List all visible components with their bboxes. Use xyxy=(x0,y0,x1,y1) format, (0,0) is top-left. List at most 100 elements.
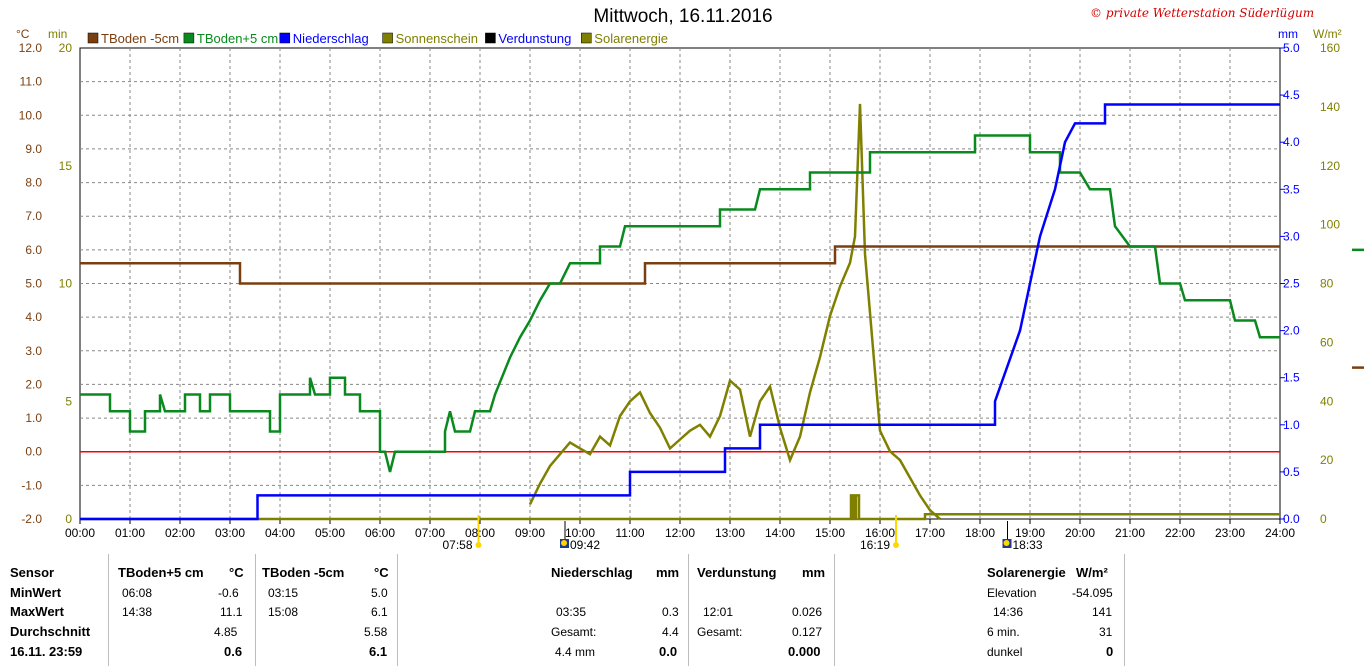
x-tick-label: 09:00 xyxy=(515,526,545,540)
legend-swatch xyxy=(183,32,195,44)
x-tick-label: 03:00 xyxy=(215,526,245,540)
x-tick-label: 12:00 xyxy=(665,526,695,540)
series-line-solarenergie xyxy=(528,103,941,520)
precip-tick-label: 1.0 xyxy=(1283,418,1300,432)
verdunstung-current: 0.000 xyxy=(788,644,821,659)
verdunstung-unit: mm xyxy=(802,565,826,580)
tboden-plus5-max-value: 11.1 xyxy=(220,605,243,619)
legend-label: TBoden -5cm xyxy=(101,31,179,46)
x-tick-label: 20:00 xyxy=(1065,526,1095,540)
temp-tick-label: 8.0 xyxy=(25,176,42,190)
temp-unit-label: °C xyxy=(16,27,30,41)
temp-tick-label: 6.0 xyxy=(25,243,42,257)
x-tick-label: 05:00 xyxy=(315,526,345,540)
copyright-notice: © private Wetterstation Süderlügum xyxy=(1090,6,1315,20)
row-label-current: 16.11. 23:59 xyxy=(10,644,83,659)
verdunstung-header: Verdunstung xyxy=(697,565,777,580)
niederschlag-last: 4.4 mm xyxy=(555,645,596,659)
x-tick-label: 15:00 xyxy=(815,526,845,540)
legend-swatch xyxy=(485,32,496,44)
niederschlag-total: 4.4 xyxy=(662,625,679,639)
tboden-minus5-max-value: 6.1 xyxy=(371,605,388,619)
series-line-niederschlag xyxy=(80,103,1280,521)
solar-tick-label: 0 xyxy=(1320,512,1327,526)
sunshine-tick-label: 10 xyxy=(59,277,73,291)
x-tick-label: 18:00 xyxy=(965,526,995,540)
moon-time-label: 18:33 xyxy=(1013,538,1043,552)
x-tick-label: 00:00 xyxy=(65,526,95,540)
sunrise-icon xyxy=(475,542,482,548)
temp-tick-label: 0.0 xyxy=(25,445,42,459)
legend-label: Niederschlag xyxy=(293,31,369,46)
temp-tick-label: 9.0 xyxy=(25,142,42,156)
table-divider xyxy=(108,554,109,666)
precip-tick-label: 4.5 xyxy=(1283,88,1300,102)
x-tick-label: 07:00 xyxy=(415,526,445,540)
temp-tick-label: 3.0 xyxy=(25,344,42,358)
temp-tick-label: 4.0 xyxy=(25,310,42,324)
tboden-plus5-min-time: 06:08 xyxy=(122,586,153,600)
precip-tick-label: 3.5 xyxy=(1283,182,1300,196)
legend-swatch xyxy=(581,32,592,44)
solar-tick-label: 120 xyxy=(1320,159,1340,173)
sunrise-time-label: 07:58 xyxy=(442,538,472,552)
sunshine-tick-label: 5 xyxy=(65,394,72,408)
x-tick-label: 10:00 xyxy=(565,526,595,540)
solar-tick-label: 100 xyxy=(1320,218,1340,232)
sun-markers: 07:58 09:42 16:19 18:33 xyxy=(442,248,1364,552)
moon-icon-glyph xyxy=(1003,540,1010,546)
solar-elevation: -54.095 xyxy=(1072,586,1113,600)
sunshine-tick-label: 0 xyxy=(65,512,72,526)
x-tick-label: 22:00 xyxy=(1165,526,1195,540)
tboden-minus5-unit: °C xyxy=(374,565,389,580)
x-tick-label: 06:00 xyxy=(365,526,395,540)
sunset-time-label: 16:19 xyxy=(860,538,890,552)
legend-label: TBoden+5 cm xyxy=(197,31,278,46)
chart-series xyxy=(80,103,1280,521)
sunshine-tick-label: 15 xyxy=(59,159,73,173)
niederschlag-max-value: 0.3 xyxy=(662,605,679,619)
tboden-minus5-current: 6.1 xyxy=(369,644,388,659)
table-divider xyxy=(834,554,835,666)
chart-axes: 00:00 01:00 02:00 03:00 04:00 05:00 06:00 07:00… xyxy=(16,27,1342,540)
temp-tick-label: 7.0 xyxy=(25,209,42,223)
niederschlag-header: Niederschlag xyxy=(551,565,633,580)
solar-current: 0 xyxy=(1106,644,1114,659)
tboden-plus5-max-time: 14:38 xyxy=(122,605,153,619)
verdunstung-total-label: Gesamt: xyxy=(697,625,743,639)
solar-dark-label: dunkel xyxy=(987,645,1023,659)
chart-title: Mittwoch, 16.11.2016 xyxy=(593,6,773,27)
temp-tick-label: 2.0 xyxy=(25,377,42,391)
row-label-avg: Durchschnitt xyxy=(10,624,91,639)
x-tick-label: 11:00 xyxy=(615,526,644,540)
table-divider xyxy=(688,554,689,666)
niederschlag-unit: mm xyxy=(656,565,680,580)
solar-6min-value: 31 xyxy=(1099,625,1113,639)
tboden-plus5-header: TBoden+5 cm xyxy=(118,565,204,580)
tboden-minus5-max-time: 15:08 xyxy=(268,605,299,619)
temp-tick-label: -2.0 xyxy=(21,512,42,526)
x-tick-label: 23:00 xyxy=(1215,526,1245,540)
table-divider xyxy=(397,554,398,666)
niederschlag-max-time: 03:35 xyxy=(556,605,587,619)
precip-unit-label: mm xyxy=(1278,27,1298,41)
temp-tick-label: 10.0 xyxy=(19,108,43,122)
niederschlag-current: 0.0 xyxy=(659,644,678,659)
solar-tick-label: 60 xyxy=(1320,335,1334,349)
table-divider xyxy=(255,554,256,666)
tboden-minus5-min-time: 03:15 xyxy=(268,586,299,600)
series-line-sonnenschein xyxy=(80,494,1280,521)
row-label-min: MinWert xyxy=(10,585,62,600)
x-tick-label: 13:00 xyxy=(715,526,745,540)
temp-tick-label: 5.0 xyxy=(25,277,42,291)
x-tick-label: 01:00 xyxy=(115,526,145,540)
solar-tick-label: 20 xyxy=(1320,453,1334,467)
legend-swatch xyxy=(87,32,99,44)
temp-tick-label: 11.0 xyxy=(20,75,43,89)
temp-tick-label: 12.0 xyxy=(19,41,43,55)
x-tick-label: 14:00 xyxy=(765,526,795,540)
x-tick-label: 16:00 xyxy=(865,526,895,540)
tboden-plus5-min-value: -0.6 xyxy=(218,586,239,600)
solar-tick-label: 140 xyxy=(1320,100,1340,114)
legend-label: Verdunstung xyxy=(498,31,571,46)
